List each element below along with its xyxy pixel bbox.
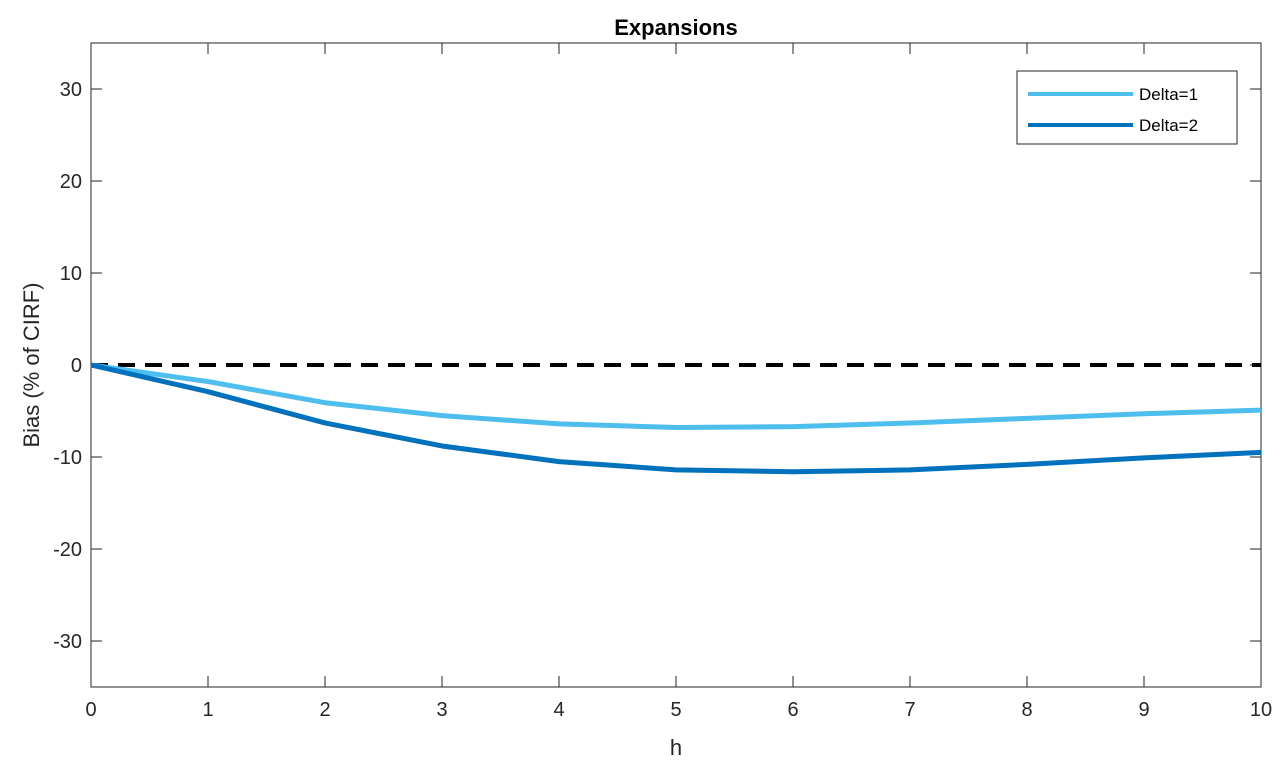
x-tick-label: 8 bbox=[1021, 699, 1032, 721]
legend: Delta=1 Delta=2 bbox=[1016, 70, 1238, 145]
x-tick-label: 9 bbox=[1138, 699, 1149, 721]
series-line-delta-1 bbox=[90, 362, 1262, 431]
series-line-delta-2 bbox=[90, 362, 1262, 475]
x-tick-label: 10 bbox=[1250, 699, 1272, 721]
y-tick-label: 30 bbox=[60, 79, 82, 101]
x-axis-label: h bbox=[670, 735, 682, 760]
x-tick-label: 4 bbox=[553, 699, 564, 721]
y-tick-label: 0 bbox=[71, 355, 82, 377]
x-tick-label: 5 bbox=[670, 699, 681, 721]
y-tick-label: -30 bbox=[53, 631, 82, 653]
legend-label-delta-1: Delta=1 bbox=[1139, 85, 1198, 104]
series-lines bbox=[90, 362, 1262, 475]
x-tick-label: 1 bbox=[202, 699, 213, 721]
y-tick-label: -20 bbox=[53, 539, 82, 561]
x-tick-label: 2 bbox=[319, 699, 330, 721]
chart-title: Expansions bbox=[614, 15, 737, 40]
y-axis-label: Bias (% of CIRF) bbox=[19, 282, 44, 447]
x-tick-label: 7 bbox=[904, 699, 915, 721]
x-tick-label: 3 bbox=[436, 699, 447, 721]
x-axis: 0 1 2 3 4 5 6 7 8 9 10 bbox=[85, 43, 1272, 721]
x-tick-label: 6 bbox=[787, 699, 798, 721]
legend-label-delta-2: Delta=2 bbox=[1139, 116, 1198, 135]
y-tick-label: -10 bbox=[53, 447, 82, 469]
x-tick-label: 0 bbox=[85, 699, 96, 721]
y-tick-label: 10 bbox=[60, 263, 82, 285]
y-tick-label: 20 bbox=[60, 171, 82, 193]
y-axis: -30 -20 -10 0 10 20 30 bbox=[53, 79, 1261, 653]
legend-box bbox=[1016, 70, 1238, 145]
